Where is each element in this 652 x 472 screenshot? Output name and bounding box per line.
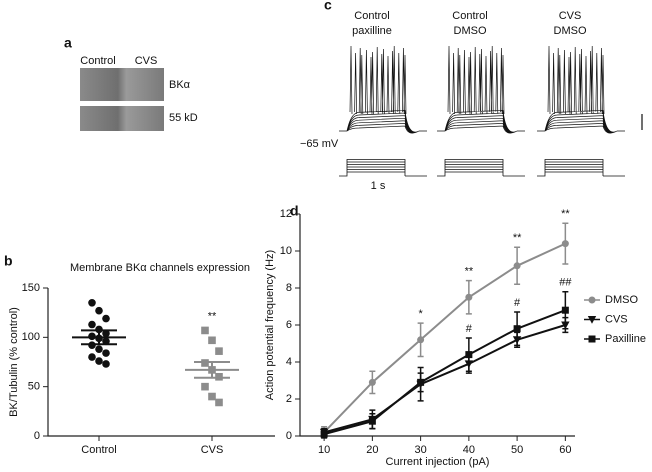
marker: [201, 382, 209, 391]
step-protocol: [437, 159, 525, 177]
condition-label: Control: [452, 10, 487, 22]
step-protocol: [537, 159, 625, 177]
marker: [320, 430, 328, 438]
x-tick-label: 40: [463, 444, 475, 456]
x-tick-label: CVS: [201, 444, 224, 456]
y-tick-label: 50: [28, 381, 40, 393]
significance: ##: [559, 277, 572, 289]
y-tick-label: 10: [280, 245, 292, 257]
marker: [513, 262, 521, 270]
y-tick-label: 2: [286, 393, 292, 405]
marker: [368, 378, 376, 386]
series-line: [323, 242, 566, 433]
trace: [437, 45, 525, 134]
legend-label: CVS: [605, 313, 628, 325]
condition-label: DMSO: [454, 25, 487, 37]
marker: [102, 329, 110, 338]
condition-label: paxilline: [352, 25, 392, 37]
marker: [102, 360, 110, 368]
band-label: BKα: [169, 79, 191, 91]
condition-label: DMSO: [554, 25, 587, 37]
condition-label: Control: [354, 10, 389, 22]
trace: [537, 45, 625, 134]
chart-title: Membrane BKα channels expression: [70, 262, 250, 274]
x-axis-label: Current injection (pA): [386, 456, 490, 468]
marker: [513, 325, 521, 333]
marker: [201, 326, 209, 335]
marker: [88, 299, 96, 307]
panel-label: d: [290, 203, 299, 219]
trace: [339, 45, 427, 134]
marker: [95, 357, 103, 365]
axes: [47, 288, 275, 437]
condition-label: CVS: [559, 10, 582, 22]
marker: [208, 336, 216, 345]
significance: **: [465, 266, 474, 278]
y-tick-label: 0: [34, 430, 40, 442]
significance: **: [208, 310, 217, 322]
voltage-traces: [339, 45, 625, 177]
x-tick-label: 60: [559, 444, 571, 456]
marker: [368, 417, 376, 425]
marker: [102, 349, 110, 357]
y-tick-label: 4: [286, 356, 292, 368]
legend-label: Paxilline: [605, 333, 646, 345]
blot-bk: [80, 68, 164, 101]
x-tick-label: 10: [318, 444, 330, 456]
holding-label: −65 mV: [300, 138, 339, 150]
significance: #: [514, 297, 521, 309]
marker: [417, 378, 425, 386]
panel-label: b: [4, 253, 13, 269]
marker: [95, 345, 103, 353]
y-tick-label: 12: [280, 208, 292, 220]
marker: [208, 392, 216, 401]
marker: [215, 347, 223, 355]
y-axis-label: Action potential frequency (Hz): [264, 250, 276, 400]
significance: **: [513, 232, 522, 244]
x-tick-label: 30: [414, 444, 426, 456]
x-tick-label: 50: [511, 444, 523, 456]
x-tick-label: 20: [366, 444, 378, 456]
step-protocol: [339, 159, 427, 177]
lane-label: Control: [80, 55, 115, 67]
marker: [102, 337, 110, 346]
marker: [102, 314, 110, 323]
significance: **: [561, 208, 570, 220]
time-label: 1 s: [371, 180, 386, 192]
marker: [465, 293, 473, 301]
legend-label: DMSO: [605, 294, 638, 306]
y-tick-label: 8: [286, 282, 292, 294]
blot-tubulin: [80, 106, 164, 131]
panel-label: a: [64, 35, 72, 51]
marker: [88, 320, 96, 329]
y-tick-label: 6: [286, 319, 292, 331]
x-tick-label: Control: [81, 444, 116, 456]
panel-label: c: [324, 0, 332, 13]
marker: [88, 353, 96, 361]
band-label: 55 kD: [169, 112, 198, 124]
series-line: [323, 324, 566, 434]
marker: [561, 306, 569, 314]
y-tick-label: 0: [286, 430, 292, 442]
series-line: [323, 309, 566, 436]
y-tick-label: 150: [22, 282, 40, 294]
marker: [215, 398, 223, 407]
marker: [561, 240, 569, 248]
y-axis-label: BK/Tubulin (% control): [8, 307, 20, 417]
marker: [95, 306, 103, 315]
significance: *: [418, 308, 423, 320]
significance: #: [466, 323, 473, 335]
marker: [417, 336, 425, 344]
marker: [465, 351, 473, 359]
y-tick-label: 100: [22, 331, 40, 343]
lane-label: CVS: [135, 55, 158, 67]
